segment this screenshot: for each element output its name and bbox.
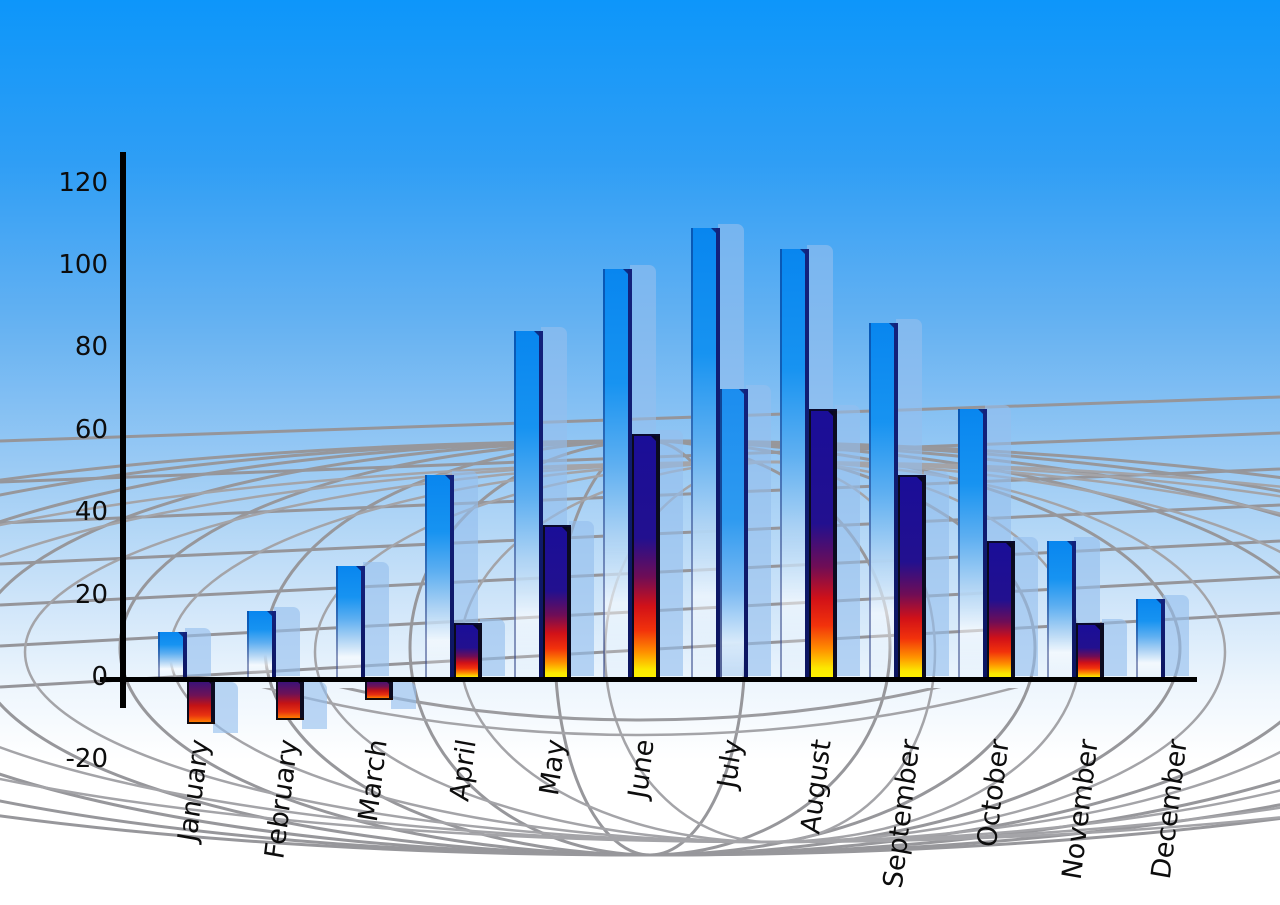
y-tick-80: 80 [74, 332, 108, 363]
echo-february-secondary [301, 682, 327, 730]
y-tick-20: 20 [74, 579, 108, 610]
echo-may-secondary [568, 520, 594, 676]
bar-april-primary [424, 475, 454, 677]
bar-october-secondary [987, 541, 1016, 679]
bar-march-primary [335, 565, 365, 678]
y-tick-120: 120 [58, 167, 108, 198]
echo-march-secondary [390, 682, 416, 709]
echo-january-secondary [213, 682, 238, 734]
echo-april-secondary [479, 619, 505, 676]
bar-july-secondary [720, 388, 749, 678]
bar-january-primary [158, 631, 187, 678]
bar-march-secondary [364, 679, 393, 700]
echo-september-secondary [924, 471, 950, 676]
y-tick-100: 100 [58, 250, 108, 280]
y-tick-0: 0 [91, 662, 108, 692]
y-tick--20: -20 [65, 744, 108, 775]
y-axis-line [120, 152, 126, 708]
bar-july-primary [691, 227, 721, 678]
bar-september-secondary [898, 475, 927, 679]
echo-february-primary [273, 607, 300, 676]
echo-june-secondary [657, 429, 683, 676]
bar-may-primary [513, 330, 543, 678]
bar-november-secondary [1076, 623, 1104, 679]
bar-december-primary [1135, 598, 1165, 678]
echo-january-primary [185, 627, 211, 676]
x-axis-line [100, 677, 1197, 682]
bar-february-secondary [275, 679, 304, 721]
echo-august-secondary [835, 405, 861, 676]
echo-december-primary [1162, 594, 1189, 676]
echo-march-primary [362, 561, 389, 676]
bar-june-secondary [631, 433, 660, 680]
bar-october-primary [958, 409, 988, 677]
bar-june-primary [602, 269, 632, 677]
bar-august-primary [780, 248, 810, 678]
bar-february-primary [246, 611, 276, 677]
bar-january-secondary [187, 679, 215, 725]
echo-november-secondary [1102, 619, 1127, 676]
bar-april-secondary [453, 623, 482, 679]
bar-september-primary [869, 322, 899, 678]
y-tick-40: 40 [74, 497, 108, 528]
bar-november-primary [1047, 541, 1076, 677]
bar-may-secondary [542, 524, 571, 680]
bar-august-secondary [809, 409, 838, 679]
y-tick-60: 60 [74, 414, 108, 445]
echo-july-secondary [746, 384, 772, 676]
echo-october-secondary [1013, 537, 1039, 676]
